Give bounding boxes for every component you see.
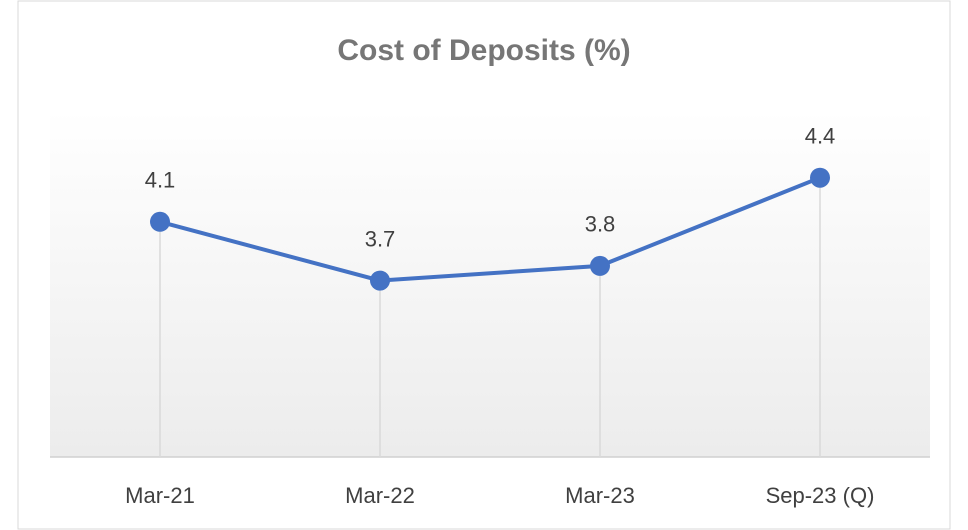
x-tick-label: Mar-21 <box>125 483 195 508</box>
marker <box>150 211 170 232</box>
plot-area <box>50 110 930 457</box>
marker <box>590 255 610 276</box>
data-label: 3.8 <box>585 212 616 237</box>
data-label: 3.7 <box>365 226 396 251</box>
line <box>159 175 821 283</box>
chart-title: Cost of Deposits (%) <box>337 34 630 67</box>
marker <box>810 167 830 188</box>
data-label: 4.1 <box>145 168 176 193</box>
x-tick-label: Sep-23 (Q) <box>766 483 875 508</box>
x-tick-label: Mar-23 <box>565 483 635 508</box>
x-tick-label: Mar-22 <box>345 483 415 508</box>
data-label: 4.4 <box>805 124 836 149</box>
marker <box>370 270 390 291</box>
